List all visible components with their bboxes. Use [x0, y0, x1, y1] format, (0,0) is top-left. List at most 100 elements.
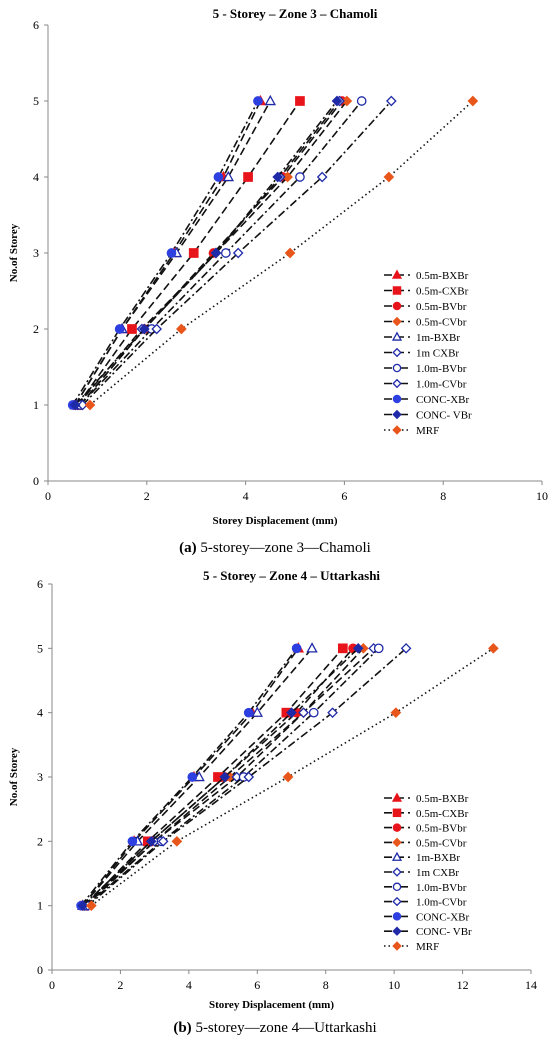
legend-marker: [392, 912, 402, 921]
series-line: [74, 100, 338, 406]
legend-marker: [392, 409, 402, 420]
legend-marker: [392, 378, 402, 389]
series-4: [77, 642, 318, 910]
legend-marker: [392, 394, 402, 404]
y-tick-label: 3: [33, 246, 39, 260]
data-point: [188, 248, 199, 258]
x-axis-label: Storey Displacement (mm): [212, 515, 337, 527]
legend-marker: [391, 792, 403, 802]
x-tick-label: 2: [144, 489, 150, 503]
data-point: [352, 643, 364, 654]
legend-label: 1.0m-BVbr: [416, 363, 467, 375]
legend-marker: [391, 851, 403, 861]
series-10: [86, 643, 499, 911]
series-line: [76, 100, 301, 406]
data-point: [84, 399, 96, 411]
data-point: [253, 96, 263, 106]
series-line: [82, 100, 392, 406]
legend-label: MRF: [416, 425, 439, 437]
legend-label: 1m-BXBr: [416, 852, 460, 864]
y-tick-label: 2: [33, 322, 39, 336]
legend-label: CONC-XBr: [416, 394, 470, 406]
caption-text: 5-storey—zone 3—Chamoli: [197, 540, 371, 556]
legend-marker: [392, 301, 402, 311]
y-tick-label: 0: [33, 474, 39, 488]
data-point: [151, 323, 163, 335]
x-tick-label: 12: [457, 978, 469, 992]
legend-marker: [392, 941, 402, 951]
y-tick-label: 6: [33, 18, 39, 32]
legend-label: 0.5m-CXBr: [416, 286, 469, 298]
data-point: [114, 324, 125, 334]
legend-marker: [392, 363, 402, 373]
data-point: [356, 96, 367, 106]
data-point: [308, 707, 319, 718]
legend-marker: [392, 347, 402, 358]
legend-label: 0.5m-CXBr: [416, 808, 469, 820]
data-point: [220, 248, 231, 258]
legend-label: 1.0m-CVbr: [416, 379, 467, 391]
data-point: [219, 771, 231, 783]
data-point: [222, 170, 235, 182]
x-tick-label: 10: [536, 489, 548, 503]
data-point: [210, 247, 222, 259]
y-axis-label: No.of Storey: [8, 223, 20, 282]
legend-label: 1m CXBr: [416, 348, 459, 360]
legend-label: 0.5m-CVbr: [416, 317, 467, 329]
legend-label: 1.0m-CVbr: [416, 897, 467, 909]
legend-marker: [391, 269, 403, 279]
series-10: [84, 95, 479, 411]
legend-marker: [392, 896, 402, 907]
x-tick-label: 2: [117, 978, 123, 992]
legend-marker: [392, 425, 402, 435]
legend-marker: [392, 808, 402, 818]
data-point: [306, 642, 318, 653]
data-point: [282, 771, 294, 783]
legend-label: CONC-XBr: [416, 911, 470, 923]
y-tick-label: 3: [37, 770, 43, 784]
data-point: [77, 900, 89, 911]
y-tick-label: 5: [37, 641, 43, 655]
data-point: [331, 95, 343, 107]
data-point: [488, 643, 499, 654]
series-9: [77, 643, 364, 911]
data-point: [243, 172, 253, 182]
chart-2: 5 - Storey – Zone 4 – Uttarkashi 0 12 3 4 5 6 0…: [8, 568, 537, 1036]
x-tick-label: 14: [525, 978, 537, 992]
series-line: [77, 100, 341, 406]
data-point: [127, 836, 138, 847]
legend-marker: [392, 882, 402, 892]
legend-label: 0.5m-BVbr: [416, 823, 467, 835]
series-7: [77, 95, 397, 411]
legend-label: 0.5m-CVbr: [416, 837, 467, 849]
series-line: [87, 647, 407, 907]
legend-label: CONC- VBr: [416, 410, 472, 422]
y-tick-label: 0: [37, 963, 43, 977]
caption-text: 5-storey—zone 4—Uttarkashi: [192, 1020, 377, 1036]
legend-marker: [392, 837, 402, 848]
y-tick-label: 6: [37, 577, 43, 591]
data-point: [316, 171, 328, 183]
data-point: [298, 707, 309, 718]
x-tick-label: 4: [243, 489, 249, 503]
data-point: [139, 323, 150, 335]
legend-marker: [392, 867, 402, 877]
data-point: [284, 247, 296, 259]
legend-label: 1m CXBr: [416, 867, 459, 879]
legend: 0.5m-BXBr 0.5m-CXBr 0.5m-BVbr 0.5m-CVbr 1m-B…: [384, 269, 472, 437]
chart-title: 5 - Storey – Zone 4 – Uttarkashi: [203, 568, 380, 583]
caption-letter: (b): [173, 1020, 191, 1036]
data-point: [291, 643, 302, 654]
series-8: [67, 96, 263, 410]
data-point: [157, 836, 169, 847]
data-point: [145, 836, 157, 847]
y-tick-label: 4: [37, 706, 43, 720]
x-axis-label: Storey Displacement (mm): [209, 999, 334, 1011]
x-tick-label: 8: [323, 978, 329, 992]
legend-label: 0.5m-BXBr: [416, 270, 469, 282]
data-point: [373, 643, 384, 654]
data-point: [272, 171, 284, 183]
data-point: [337, 643, 348, 654]
x-tick-label: 0: [45, 489, 51, 503]
y-tick-label: 4: [33, 170, 39, 184]
